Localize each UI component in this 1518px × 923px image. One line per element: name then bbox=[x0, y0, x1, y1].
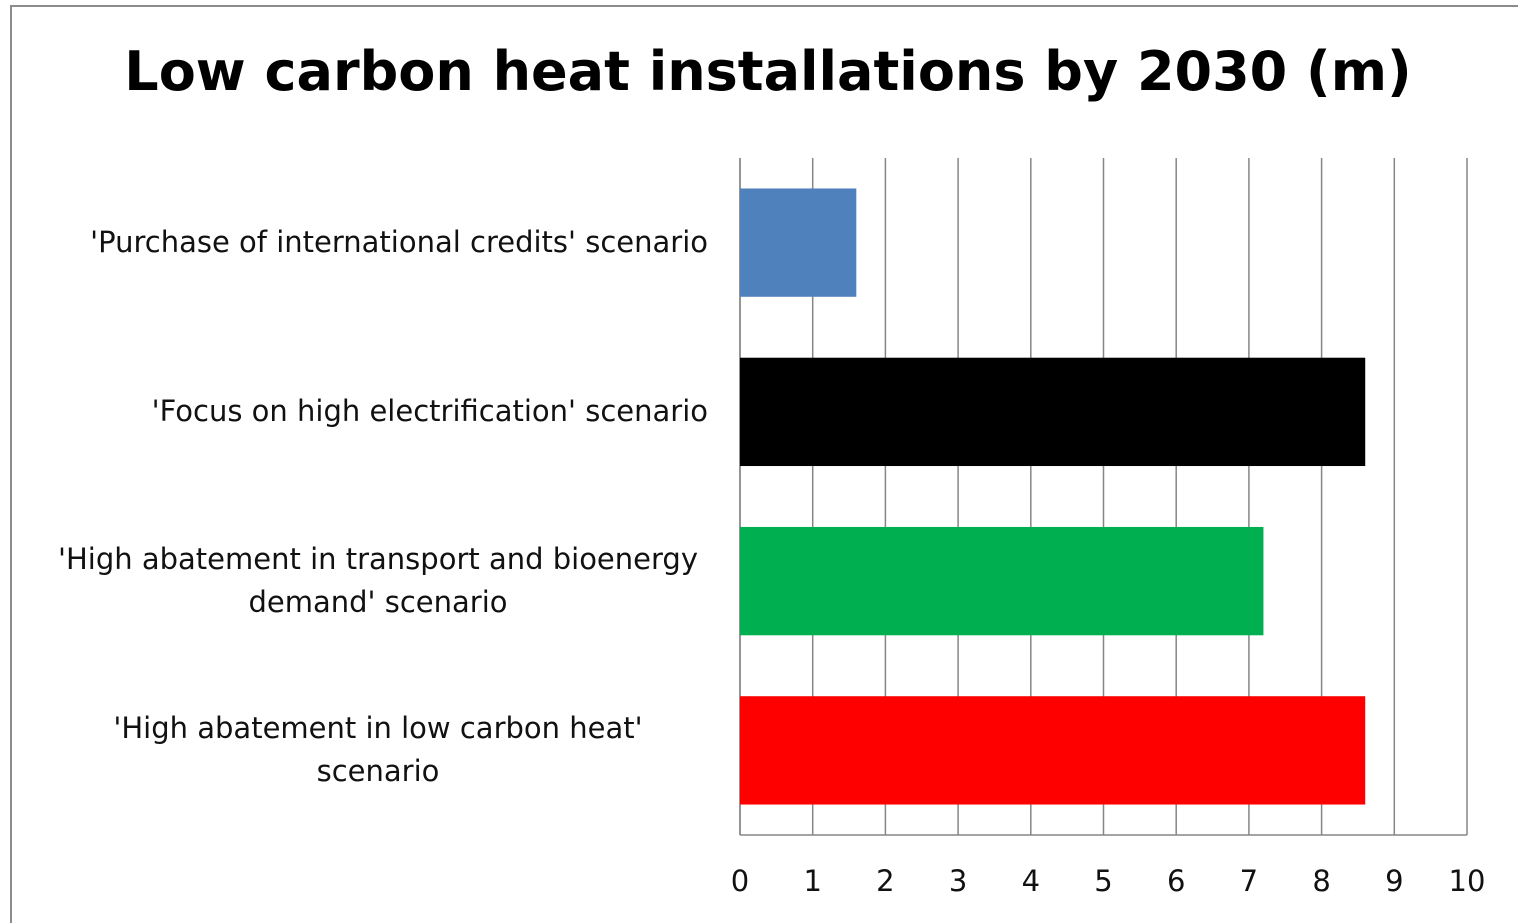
x-tick-label: 4 bbox=[1022, 864, 1040, 898]
x-tick-label: 1 bbox=[803, 864, 821, 898]
x-tick-label: 10 bbox=[1449, 864, 1486, 898]
bar bbox=[740, 526, 1264, 636]
x-tick-label: 9 bbox=[1385, 864, 1403, 898]
x-tick-label: 5 bbox=[1094, 864, 1112, 898]
y-tick-label-box: 'High abatement in low carbon heat' scen… bbox=[20, 666, 708, 835]
y-tick-label: 'Purchase of international credits' scen… bbox=[90, 225, 708, 260]
chart-frame bbox=[10, 5, 1518, 923]
y-tick-label-box: 'Focus on high electrification' scenario bbox=[20, 327, 708, 496]
y-tick-label: 'Focus on high electrification' scenario bbox=[151, 394, 708, 429]
bar bbox=[740, 188, 857, 297]
x-tick-label: 7 bbox=[1240, 864, 1258, 898]
y-tick-label-box: 'Purchase of international credits' scen… bbox=[20, 158, 708, 327]
x-tick-label: 3 bbox=[949, 864, 967, 898]
x-tick-label: 8 bbox=[1312, 864, 1330, 898]
x-tick-label: 0 bbox=[731, 864, 749, 898]
x-tick-label: 2 bbox=[876, 864, 894, 898]
chart-title: Low carbon heat installations by 2030 (m… bbox=[124, 40, 1412, 103]
y-tick-label: 'High abatement in transport and bioener… bbox=[58, 542, 698, 620]
bar bbox=[740, 696, 1366, 805]
x-tick-label: 6 bbox=[1167, 864, 1185, 898]
bar bbox=[740, 357, 1366, 467]
y-tick-label: 'High abatement in low carbon heat' scen… bbox=[113, 711, 643, 789]
y-tick-label-box: 'High abatement in transport and bioener… bbox=[20, 497, 708, 666]
